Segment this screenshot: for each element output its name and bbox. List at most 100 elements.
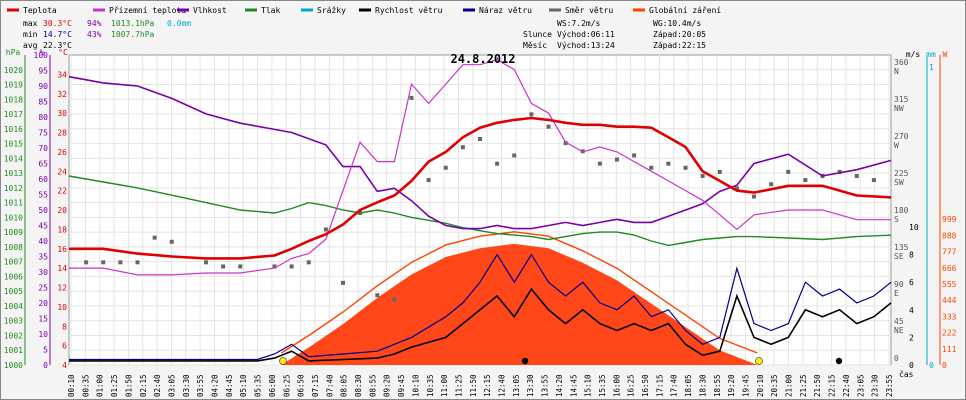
wind-direction-point [529, 112, 534, 117]
legend: Teplota Přízemní teplota Vlhkost Tlak Srážky… [7, 6, 721, 15]
dir-axis-label: W [894, 141, 899, 150]
press-axis-tick: 1005 [4, 287, 23, 296]
x-tick-label: 05:35 [254, 374, 263, 397]
dir-axis-tick: 180 [894, 206, 909, 215]
series-line [69, 116, 892, 260]
temp-axis-tick: 18 [57, 225, 67, 234]
x-tick-label: 08:30 [354, 374, 363, 397]
temp-axis-tick: 20 [57, 206, 67, 215]
legend-label: Přízemní teplota [109, 6, 186, 15]
hum-axis-tick: 85 [38, 98, 48, 107]
radiation-theoretical-line [280, 231, 758, 354]
rad-axis-tick: 777 [942, 248, 957, 257]
wind-direction-point [546, 124, 551, 129]
rad-axis-tick: 222 [942, 329, 957, 338]
x-tick-label: 20:10 [756, 374, 765, 397]
x-tick-label: 04:20 [211, 374, 220, 397]
sunset-marker [755, 357, 763, 365]
dir-axis-tick: 315 [894, 95, 909, 104]
wind-direction-point [871, 178, 876, 183]
chart-title: 24.8.2012 [450, 52, 515, 66]
wind-direction-point [375, 293, 380, 298]
temp-axis-tick: 12 [57, 284, 67, 293]
x-tick-label: 13:05 [512, 374, 521, 397]
wind-direction-point [204, 260, 208, 265]
dir-axis-label: N [894, 67, 899, 76]
x-tick-label: 13:30 [526, 374, 535, 397]
x-tick-label: 10:35 [426, 374, 435, 397]
stats-avg-label: avg [23, 41, 38, 50]
moonrise-marker [521, 357, 529, 365]
x-tick-label: 04:45 [225, 374, 234, 397]
dir-axis-label: SE [894, 252, 904, 261]
rad-axis-tick: 333 [942, 312, 957, 321]
wind-direction-point [786, 169, 791, 174]
wind-direction-point [392, 297, 397, 302]
wind-direction-point [632, 153, 637, 158]
hum-axis-tick: 80 [38, 113, 48, 122]
rain-axis-tick: 1 [929, 63, 934, 72]
press-axis-tick: 1018 [4, 95, 23, 104]
speed-axis-tick: 8 [909, 251, 914, 260]
stats-min-label: min [23, 30, 38, 39]
hum-axis-tick: 0 [43, 361, 48, 370]
press-axis-tick: 1016 [4, 125, 23, 134]
legend-label: Vlhkost [193, 6, 227, 15]
speed-unit: m/s [906, 50, 921, 59]
hum-axis-tick: 90 [38, 82, 48, 91]
wind-direction-point [769, 182, 774, 187]
hum-axis-tick: 65 [38, 160, 48, 169]
legend-label: Globální záření [649, 6, 721, 15]
radiation-area [281, 243, 758, 365]
wind-direction-point [426, 178, 431, 183]
wind-direction-point [717, 169, 722, 174]
rad-axis-tick: 666 [942, 264, 957, 273]
wind-direction-point [563, 141, 568, 146]
sun-label: Slunce [523, 30, 552, 39]
temp-axis-tick: 16 [57, 245, 67, 254]
x-tick-label: 01:00 [96, 374, 105, 397]
x-tick-label: 03:05 [167, 374, 176, 397]
x-tick-label: 22:15 [828, 374, 837, 397]
wind-direction-point [221, 264, 226, 269]
dir-axis-label: E [894, 289, 899, 298]
press-axis-tick: 1011 [4, 199, 23, 208]
x-tick-label: 19:20 [727, 374, 736, 397]
temp-unit: °C [58, 48, 68, 57]
series-line [69, 253, 892, 361]
x-tick-label: 14:45 [569, 374, 578, 397]
series-line [68, 75, 892, 230]
x-tick-label: 12:40 [498, 374, 507, 397]
hum-axis-tick: 70 [38, 144, 48, 153]
dir-axis-label: NE [894, 326, 904, 335]
x-tick-label: 22:40 [842, 374, 851, 397]
legend-label: Náraz větru [479, 6, 532, 15]
x-tick-label: 20:35 [770, 374, 779, 397]
stats-max-label: max [23, 19, 38, 28]
legend-label: Srážky [317, 6, 346, 15]
hum-axis-tick: 35 [38, 253, 48, 262]
temp-axis-tick: 24 [57, 167, 67, 176]
wind-direction-point [306, 260, 311, 265]
x-tick-label: 21:25 [799, 374, 808, 397]
speed-axis-tick: 6 [909, 278, 914, 287]
x-tick-label: 23:30 [871, 374, 880, 397]
wind-direction-point [118, 260, 123, 265]
x-tick-label: 07:40 [325, 374, 334, 397]
dir-axis-tick: 360 [894, 58, 909, 67]
rain-axis-tick: 0 [929, 361, 934, 370]
wind-direction-point [84, 260, 89, 265]
rad-axis-tick: 999 [942, 215, 957, 224]
legend-label: Teplota [23, 6, 57, 15]
dir-axis-label: NW [894, 104, 904, 113]
wind-direction-point [854, 174, 859, 178]
hum-axis-tick: 10 [38, 330, 48, 339]
hum-axis-tick: 20 [38, 299, 48, 308]
stats-min-press: 1007.7hPa [111, 30, 155, 39]
x-tick-label: 06:25 [282, 374, 291, 397]
temp-axis-tick: 10 [57, 303, 67, 312]
moon-label: Měsíc [523, 41, 547, 50]
moon-rise: Východ:13:24 [557, 41, 615, 50]
